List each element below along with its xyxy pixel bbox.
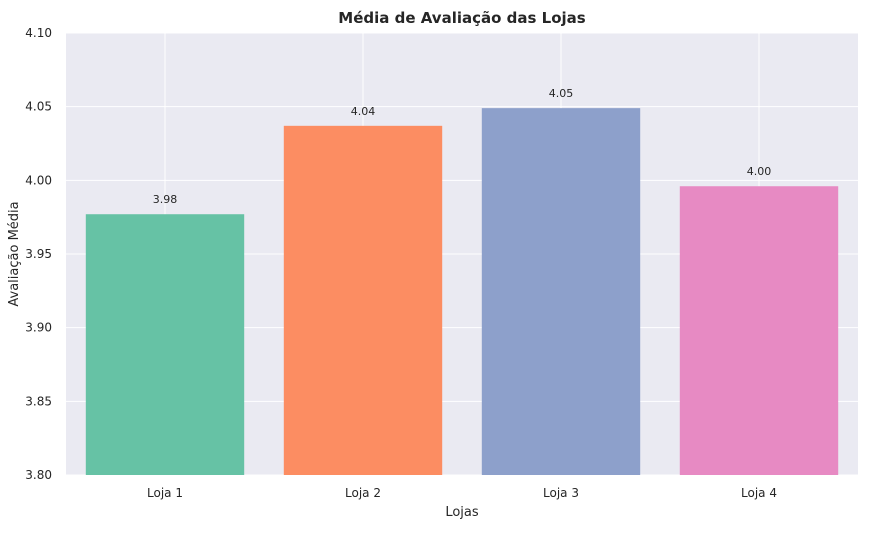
bar-value-label: 3.98 [153,193,178,206]
bar-loja-2 [283,125,443,475]
y-tick-label: 3.85 [25,394,52,408]
bar-value-labels: 3.98 4.04 4.05 4.00 [153,87,772,206]
y-tick-label: 4.10 [25,26,52,40]
bar-value-label: 4.04 [351,105,376,118]
bar-loja-1 [85,214,245,475]
x-tick-label: Loja 1 [147,486,183,500]
y-tick-label: 3.95 [25,247,52,261]
y-axis-label: Avaliação Média [7,201,22,306]
bar-loja-3 [481,108,641,475]
y-tick-label: 4.00 [25,173,52,187]
y-axis-ticks: 3.80 3.85 3.90 3.95 4.00 4.05 4.10 [25,26,52,482]
x-axis-ticks: Loja 1 Loja 2 Loja 3 Loja 4 [147,486,777,500]
x-tick-label: Loja 4 [741,486,777,500]
x-axis-label: Lojas [445,505,479,520]
bars [85,108,839,475]
chart-title: Média de Avaliação das Lojas [338,9,586,27]
x-tick-label: Loja 2 [345,486,381,500]
y-tick-label: 4.05 [25,100,52,114]
bar-loja-4 [679,186,839,475]
bar-value-label: 4.00 [747,165,772,178]
y-tick-label: 3.80 [25,468,52,482]
x-tick-label: Loja 3 [543,486,579,500]
y-tick-label: 3.90 [25,321,52,335]
bar-value-label: 4.05 [549,87,574,100]
